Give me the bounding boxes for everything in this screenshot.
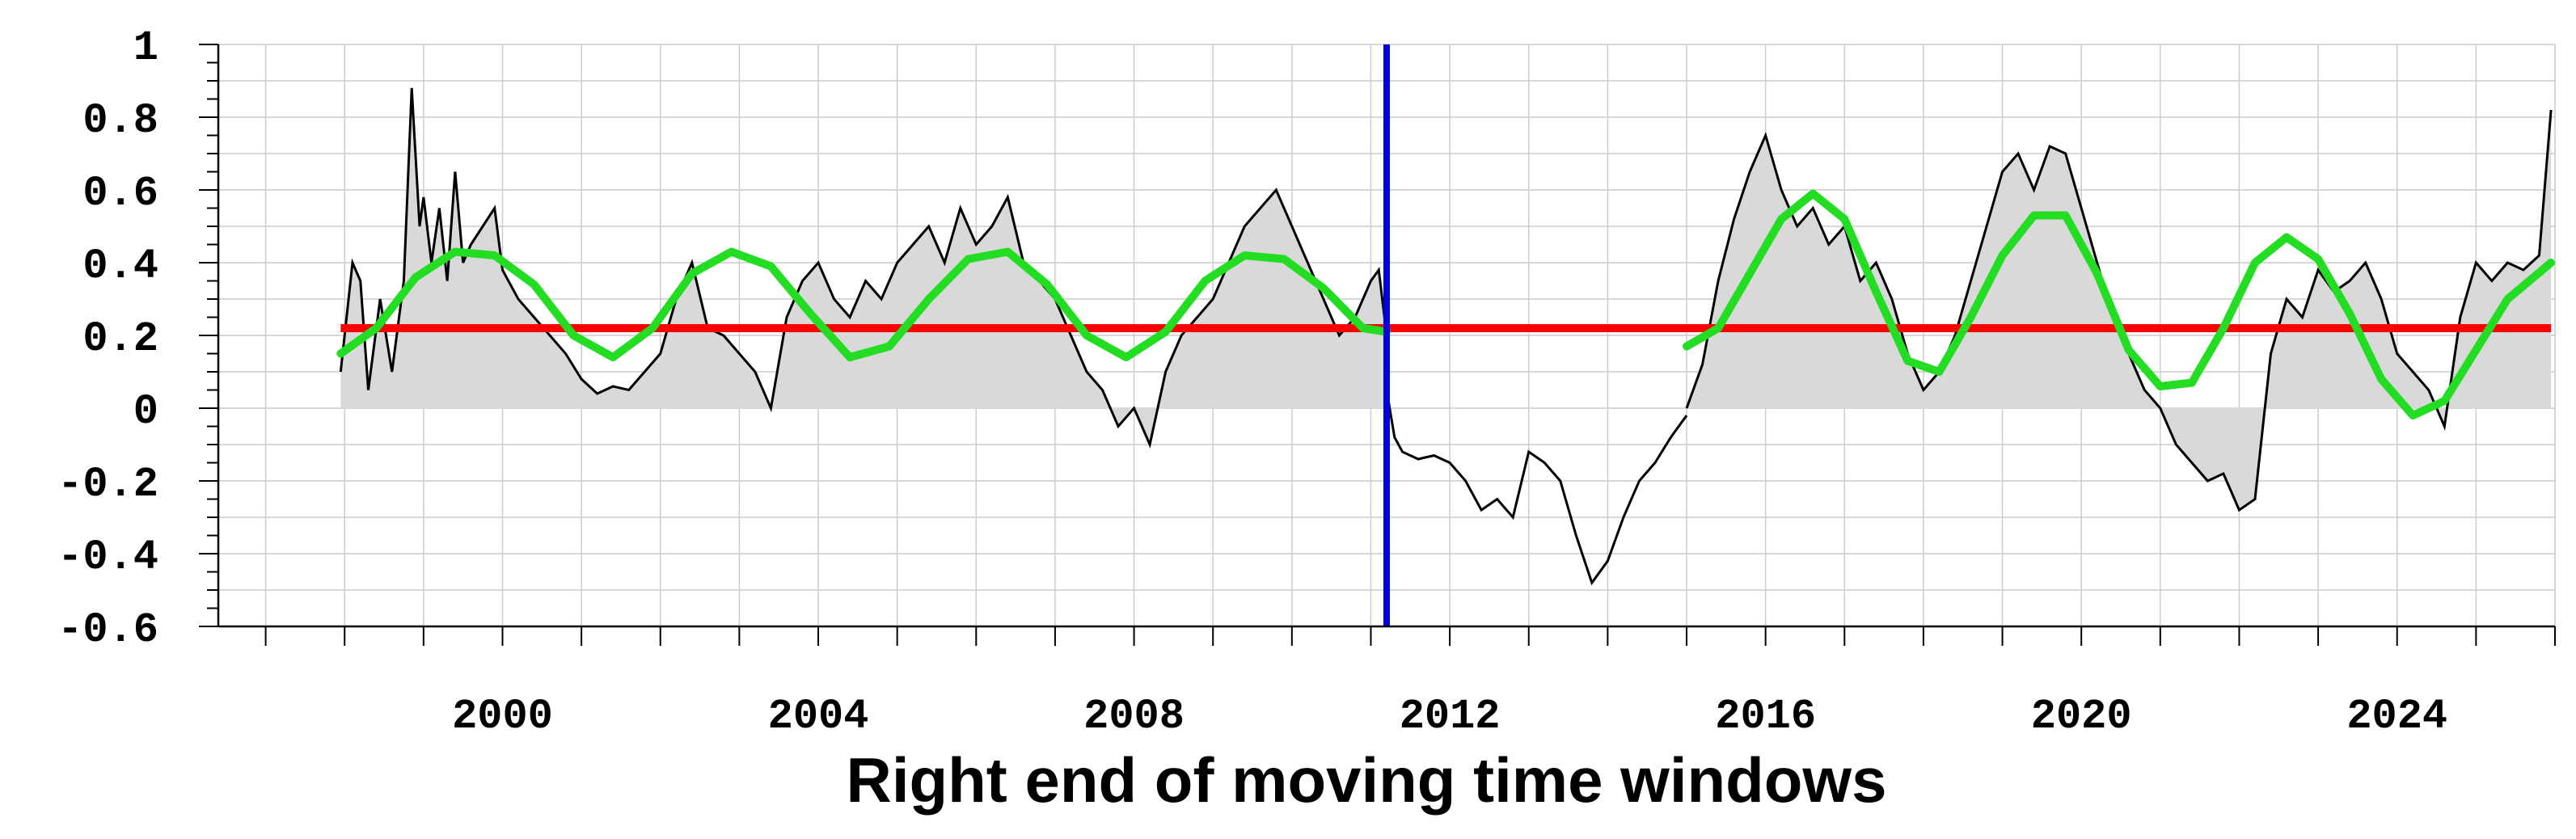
- series-line-0: [339, 87, 1388, 449]
- x-tick-labels: 2000 2004 2008 2012 2016 2020 2024: [452, 693, 2447, 740]
- y-tick-label: 0.6: [82, 170, 158, 217]
- series-fill-0: [340, 88, 1387, 445]
- axes: [199, 44, 2556, 646]
- y-tick-label: 0.4: [82, 242, 158, 290]
- x-tick-label: 2024: [2346, 693, 2447, 740]
- y-tick-label: 0.2: [82, 315, 158, 363]
- y-tick-label: -0.2: [57, 461, 158, 508]
- x-tick-label: 2016: [1715, 693, 1816, 740]
- sinusoid-line-4: [336, 247, 1391, 361]
- x-tick-label: 2020: [2031, 693, 2132, 740]
- x-axis-label: Right end of moving time windows: [847, 744, 1887, 816]
- y-tick-label: 0.8: [82, 97, 158, 145]
- y-tick-label: -0.4: [57, 533, 158, 581]
- series-fill-2: [1687, 110, 2552, 510]
- series-line-1: [1385, 390, 1688, 586]
- sinusoid-line-5: [1683, 189, 2556, 420]
- series-lines: [336, 44, 2556, 626]
- y-tick-label: 0: [133, 388, 158, 436]
- x-tick-label: 2012: [1400, 693, 1501, 740]
- y-tick-label: -0.6: [57, 606, 158, 654]
- fill-area: [340, 88, 2552, 510]
- x-tick-label: 2008: [1083, 693, 1185, 740]
- y-tick-labels: 1 0.8 0.6 0.4 0.2 0 -0.2 -0.4 -0.6: [57, 24, 158, 654]
- x-tick-label: 2004: [768, 693, 869, 740]
- y-tick-label: 1: [133, 24, 158, 72]
- x-tick-label: 2000: [452, 693, 553, 740]
